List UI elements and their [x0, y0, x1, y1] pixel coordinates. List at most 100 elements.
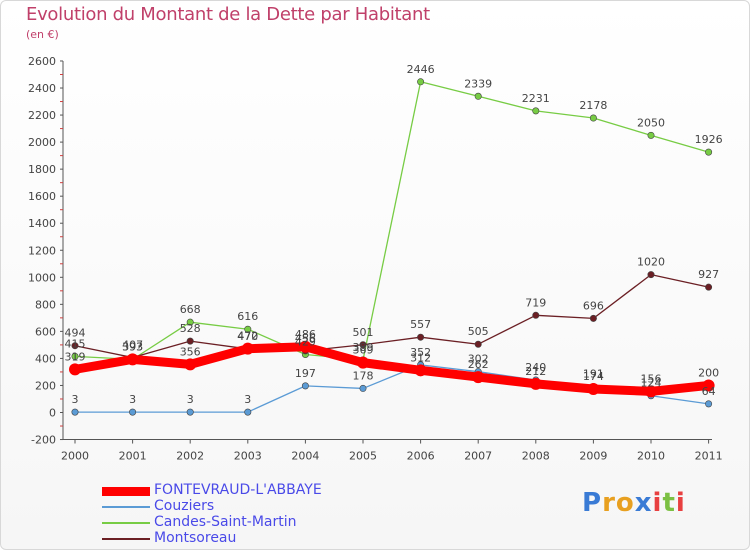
data-label-candes-saint-martin: 2231: [522, 92, 550, 105]
data-label-couziers: 3: [187, 393, 194, 406]
data-label-fontevraud-l-abbaye: 174: [583, 370, 604, 383]
y-tick-label: 1400: [28, 217, 56, 230]
y-tick-label: 1200: [28, 244, 56, 257]
x-tick-label: 2000: [61, 450, 89, 463]
data-label-candes-saint-martin: 393: [122, 340, 143, 353]
series-line-candes-saint-martin: [74, 81, 710, 361]
data-point-couziers: [301, 382, 309, 390]
data-point-fontevraud-l-abbaye: [472, 371, 485, 384]
data-point-montsoreau: [71, 342, 79, 350]
x-tick-label: 2008: [522, 450, 550, 463]
data-label-couziers: 197: [295, 367, 316, 380]
logo-letter: P: [582, 488, 603, 518]
data-label-montsoreau: 557: [410, 318, 431, 331]
data-point-couziers: [244, 408, 252, 416]
y-tick-label: 400: [35, 352, 56, 365]
data-label-fontevraud-l-abbaye: 312: [410, 351, 431, 364]
y-tick-label: 200: [35, 379, 56, 392]
data-label-candes-saint-martin: 2050: [637, 116, 665, 129]
data-point-montsoreau: [647, 271, 655, 279]
series-line-fontevraud-l-abbaye: [70, 342, 714, 396]
data-label-candes-saint-martin: 1926: [695, 133, 723, 146]
data-label-montsoreau: 494: [65, 327, 86, 340]
x-tick-label: 2004: [291, 450, 319, 463]
data-point-montsoreau: [589, 314, 597, 322]
data-label-fontevraud-l-abbaye: 212: [525, 365, 546, 378]
x-tick-label: 2005: [349, 450, 377, 463]
data-label-candes-saint-martin: 429: [295, 335, 316, 348]
x-tick-label: 2011: [695, 450, 723, 463]
y-tick-label: 2000: [28, 136, 56, 149]
y-tick-label: 1800: [28, 163, 56, 176]
data-point-couziers: [129, 408, 137, 416]
data-point-fontevraud-l-abbaye: [69, 363, 81, 376]
legend-label-couziers: Couziers: [154, 498, 215, 514]
y-tick-label: 800: [35, 298, 56, 311]
data-point-couziers: [186, 408, 194, 416]
logo-letter: i: [675, 488, 686, 518]
data-label-candes-saint-martin: 2339: [464, 77, 492, 90]
data-point-fontevraud-l-abbaye: [241, 342, 254, 355]
data-label-fontevraud-l-abbaye: 393: [122, 340, 143, 353]
data-label-couziers: 64: [702, 385, 716, 398]
data-label-montsoreau: 1020: [637, 256, 665, 269]
data-point-montsoreau: [359, 341, 367, 349]
legend-label-candes: Candes-Saint-Martin: [154, 514, 297, 530]
data-label-montsoreau: 407: [122, 338, 143, 351]
data-point-montsoreau: [186, 337, 194, 345]
legend-swatch-fontevraud: [102, 487, 150, 496]
data-point-fontevraud-l-abbaye: [414, 364, 427, 377]
data-label-montsoreau: 501: [353, 326, 374, 339]
data-label-fontevraud-l-abbaye: 262: [468, 358, 489, 371]
data-point-candes-saint-martin: [532, 107, 540, 115]
chart-title: Evolution du Montant de la Dette par Hab…: [26, 4, 430, 25]
proxiti-logo: Proxiti: [582, 488, 686, 518]
data-label-candes-saint-martin: 2178: [579, 99, 607, 112]
data-label-couziers: 3: [244, 393, 251, 406]
data-label-montsoreau: 505: [468, 325, 489, 338]
x-tick-label: 2003: [234, 450, 262, 463]
data-label-montsoreau: 927: [698, 268, 719, 281]
series-layer: [69, 78, 715, 416]
data-point-candes-saint-martin: [417, 78, 425, 86]
data-labels-layer: 3 3 3 3 197 178 352 302 240 191 124 64 415 393 668 616 4…: [65, 63, 723, 406]
data-label-fontevraud-l-abbaye: 369: [353, 344, 374, 357]
data-point-fontevraud-l-abbaye: [357, 356, 369, 369]
y-tick-label: 2600: [28, 55, 56, 68]
logo-letter: x: [634, 488, 653, 518]
data-point-fontevraud-l-abbaye: [529, 377, 542, 390]
data-label-fontevraud-l-abbaye: 156: [641, 372, 662, 385]
data-label-montsoreau: 719: [525, 296, 546, 309]
data-point-fontevraud-l-abbaye: [702, 379, 715, 392]
data-point-montsoreau: [532, 311, 540, 319]
x-tick-label: 2002: [176, 450, 204, 463]
data-point-montsoreau: [474, 340, 482, 348]
data-point-couziers: [71, 408, 79, 416]
data-point-candes-saint-martin: [186, 318, 194, 326]
x-tick-label: 2006: [407, 450, 435, 463]
data-label-candes-saint-martin: 415: [65, 337, 86, 350]
data-point-candes-saint-martin: [647, 131, 655, 139]
y-tick-label: 1000: [28, 271, 56, 284]
data-label-couziers: 302: [468, 353, 489, 366]
y-tick-label: 1600: [28, 190, 56, 203]
logo-letter: o: [615, 488, 635, 518]
legend-swatch-montsoreau: [102, 538, 150, 540]
data-point-candes-saint-martin: [589, 114, 597, 122]
data-label-couziers: 3: [72, 393, 79, 406]
data-label-fontevraud-l-abbaye: 200: [698, 366, 719, 379]
data-label-fontevraud-l-abbaye: 486: [295, 328, 316, 341]
legend-label-fontevraud: FONTEVRAUD-L'ABBAYE: [154, 482, 322, 498]
data-point-candes-saint-martin: [474, 92, 482, 100]
legend-label-montsoreau: Montsoreau: [154, 530, 237, 546]
data-label-candes-saint-martin: 389: [353, 341, 374, 354]
data-point-fontevraud-l-abbaye: [299, 340, 312, 353]
data-point-candes-saint-martin: [244, 325, 252, 333]
data-label-couziers: 191: [583, 368, 604, 381]
y-tick-label: 600: [35, 325, 56, 338]
data-point-candes-saint-martin: [705, 148, 713, 156]
y-tick-label: 2400: [28, 82, 56, 95]
y-tick-label: 0: [49, 407, 56, 420]
